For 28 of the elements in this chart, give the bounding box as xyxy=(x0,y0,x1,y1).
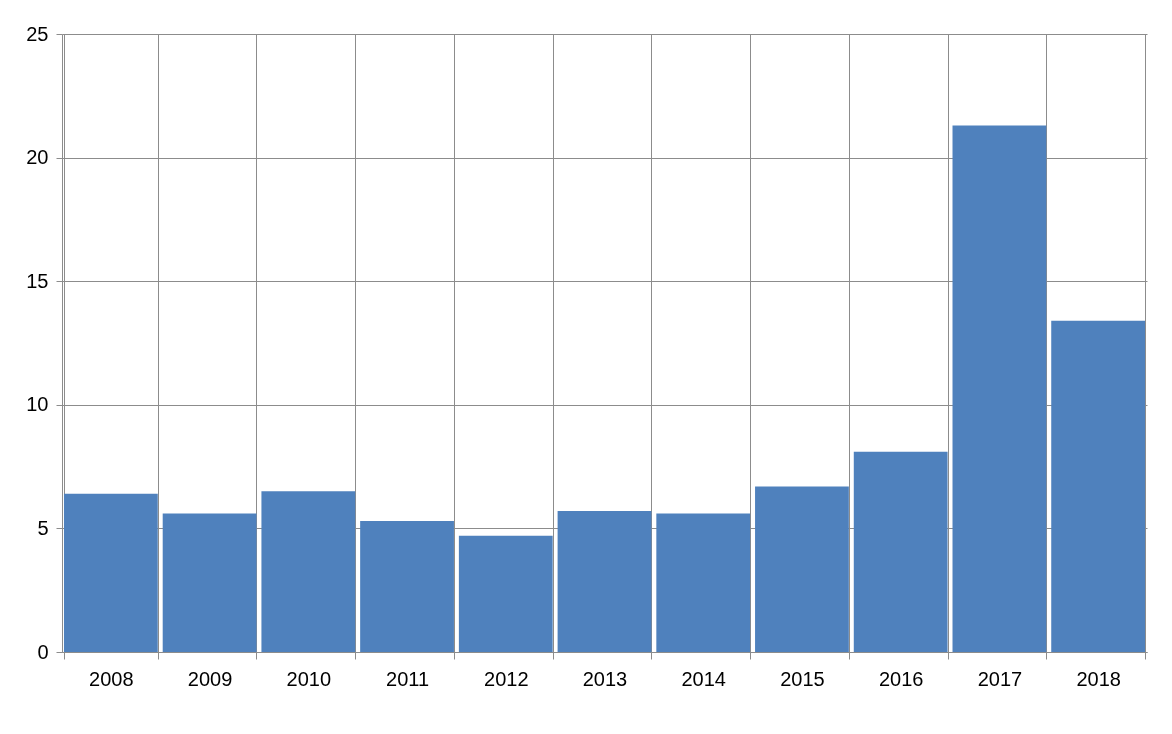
y-tick-label: 10 xyxy=(26,393,49,416)
x-tick-label: 2011 xyxy=(386,667,430,690)
x-tick-label: 2016 xyxy=(878,667,924,690)
x-tick-label: 2013 xyxy=(582,667,628,690)
y-tick-label: 25 xyxy=(26,22,49,45)
bar xyxy=(162,513,257,652)
bar xyxy=(261,491,356,652)
bar xyxy=(1051,320,1146,652)
bar xyxy=(458,535,553,652)
y-tick-label: 15 xyxy=(26,269,49,292)
bar xyxy=(63,493,158,652)
y-tick-label: 20 xyxy=(26,146,49,169)
x-tick-label: 2010 xyxy=(286,667,332,690)
bar xyxy=(557,511,652,652)
bar xyxy=(755,486,849,652)
bar xyxy=(656,513,751,652)
y-tick-label: 0 xyxy=(37,640,49,663)
x-tick-label: 2017 xyxy=(977,667,1023,690)
y-tick-label: 5 xyxy=(37,516,49,539)
x-tick-label: 2012 xyxy=(484,667,529,690)
x-tick-label: 2008 xyxy=(89,667,134,690)
bar xyxy=(360,520,454,652)
bar xyxy=(952,125,1047,652)
bar xyxy=(853,451,948,652)
x-tick-label: 2014 xyxy=(681,667,726,690)
x-tick-label: 2009 xyxy=(187,667,233,690)
x-tick-label: 2018 xyxy=(1076,667,1121,690)
x-tick-label: 2015 xyxy=(780,667,825,690)
